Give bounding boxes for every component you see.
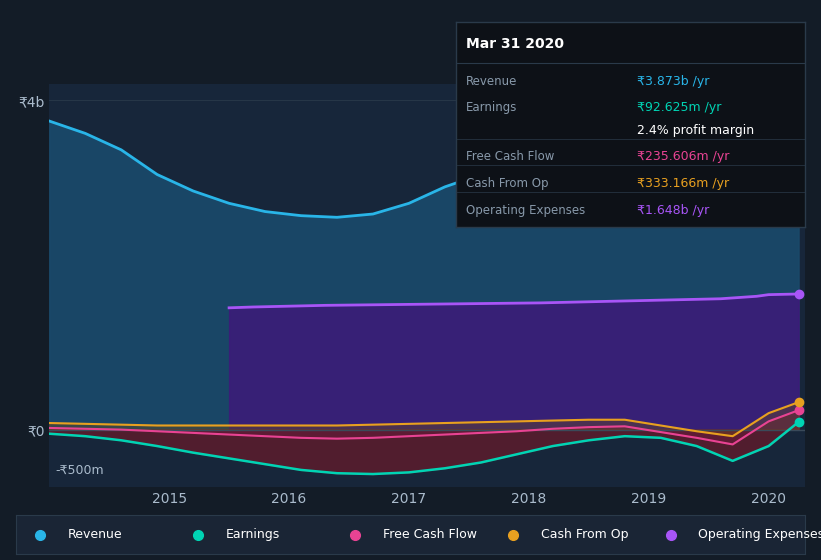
Text: ₹1.648b /yr: ₹1.648b /yr — [637, 204, 709, 217]
Text: Free Cash Flow: Free Cash Flow — [383, 528, 477, 542]
Text: Operating Expenses: Operating Expenses — [466, 204, 585, 217]
Text: ₹333.166m /yr: ₹333.166m /yr — [637, 177, 729, 190]
Text: Cash From Op: Cash From Op — [540, 528, 628, 542]
Text: Revenue: Revenue — [67, 528, 122, 542]
Text: ₹3.873b /yr: ₹3.873b /yr — [637, 75, 709, 88]
Text: ₹235.606m /yr: ₹235.606m /yr — [637, 151, 730, 164]
Text: Mar 31 2020: Mar 31 2020 — [466, 37, 564, 51]
Text: Operating Expenses: Operating Expenses — [698, 528, 821, 542]
Text: ₹92.625m /yr: ₹92.625m /yr — [637, 101, 722, 114]
Text: -₹500m: -₹500m — [55, 464, 104, 477]
Text: Free Cash Flow: Free Cash Flow — [466, 151, 554, 164]
Text: Earnings: Earnings — [225, 528, 279, 542]
Text: Revenue: Revenue — [466, 75, 517, 88]
Text: Cash From Op: Cash From Op — [466, 177, 548, 190]
Text: 2.4% profit margin: 2.4% profit margin — [637, 124, 754, 137]
Text: Earnings: Earnings — [466, 101, 517, 114]
